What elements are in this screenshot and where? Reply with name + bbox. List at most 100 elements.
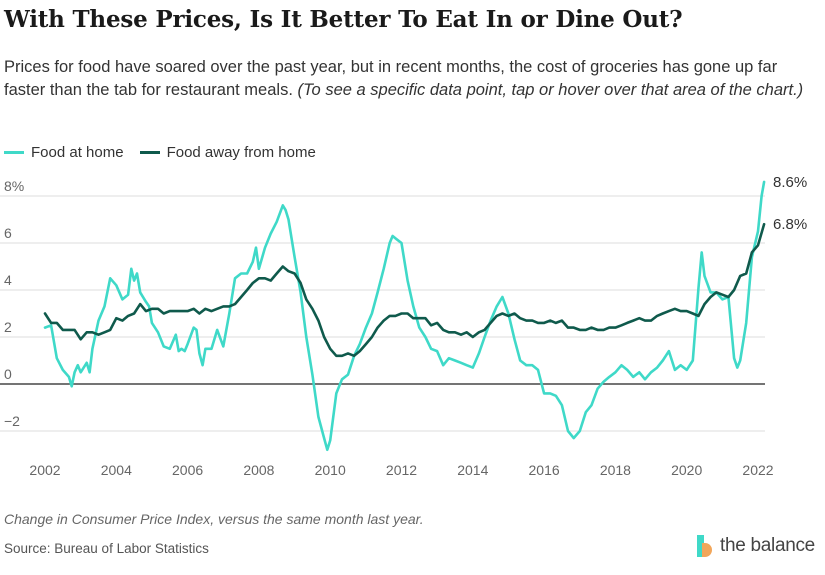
data-point-food-at-home[interactable] (84, 360, 89, 365)
data-point-food-at-home[interactable] (699, 250, 704, 255)
data-point-food-at-home[interactable] (268, 231, 273, 236)
data-point-food-at-home[interactable] (143, 299, 148, 304)
data-point-food-away[interactable] (482, 327, 487, 332)
data-point-food-at-home[interactable] (363, 325, 368, 330)
data-point-food-away[interactable] (744, 271, 749, 276)
data-point-food-away[interactable] (120, 318, 125, 323)
data-point-food-at-home[interactable] (310, 372, 315, 377)
data-point-food-at-home[interactable] (357, 342, 362, 347)
data-point-food-at-home[interactable] (173, 332, 178, 337)
data-point-food-away[interactable] (714, 290, 719, 295)
data-point-food-at-home[interactable] (637, 370, 642, 375)
data-point-food-away[interactable] (96, 332, 101, 337)
data-point-food-at-home[interactable] (702, 273, 707, 278)
data-point-food-away[interactable] (72, 327, 77, 332)
data-point-food-at-home[interactable] (221, 344, 226, 349)
data-point-food-away[interactable] (678, 309, 683, 314)
data-point-food-away[interactable] (524, 318, 529, 323)
data-point-food-at-home[interactable] (435, 349, 440, 354)
data-point-food-away[interactable] (346, 351, 351, 356)
data-point-food-away[interactable] (738, 273, 743, 278)
data-point-food-at-home[interactable] (102, 304, 107, 309)
data-point-food-away[interactable] (43, 311, 48, 316)
data-point-food-away[interactable] (215, 306, 220, 311)
data-point-food-at-home[interactable] (215, 327, 220, 332)
data-point-food-away[interactable] (756, 243, 761, 248)
data-point-food-away[interactable] (459, 332, 464, 337)
data-point-food-away[interactable] (227, 304, 232, 309)
data-point-food-away[interactable] (631, 318, 636, 323)
data-point-food-at-home[interactable] (655, 365, 660, 370)
data-point-food-away[interactable] (453, 330, 458, 335)
data-point-food-away[interactable] (405, 311, 410, 316)
data-point-food-at-home[interactable] (233, 276, 238, 281)
data-point-food-away[interactable] (209, 309, 214, 314)
data-point-food-away[interactable] (179, 309, 184, 314)
data-point-food-away[interactable] (553, 320, 558, 325)
data-point-food-away[interactable] (589, 325, 594, 330)
data-point-food-away[interactable] (126, 313, 131, 318)
data-point-food-at-home[interactable] (684, 367, 689, 372)
data-point-food-away[interactable] (197, 311, 202, 316)
data-point-food-at-home[interactable] (245, 271, 250, 276)
data-point-food-away[interactable] (173, 309, 178, 314)
data-point-food-at-home[interactable] (735, 365, 740, 370)
data-point-food-away[interactable] (411, 316, 416, 321)
data-point-food-at-home[interactable] (643, 377, 648, 382)
data-point-food-at-home[interactable] (167, 346, 172, 351)
series-line-food-at-home[interactable] (43, 180, 766, 452)
data-point-food-at-home[interactable] (298, 290, 303, 295)
data-point-food-at-home[interactable] (607, 374, 612, 379)
data-point-food-away[interactable] (601, 327, 606, 332)
data-point-food-at-home[interactable] (120, 297, 125, 302)
data-point-food-away[interactable] (352, 353, 357, 358)
data-point-food-away[interactable] (542, 320, 547, 325)
data-point-food-away[interactable] (191, 306, 196, 311)
data-point-food-away[interactable] (256, 276, 261, 281)
data-point-food-away[interactable] (429, 323, 434, 328)
data-point-food-at-home[interactable] (43, 325, 48, 330)
data-point-food-away[interactable] (536, 320, 541, 325)
data-point-food-at-home[interactable] (132, 278, 137, 283)
data-point-food-away[interactable] (494, 313, 499, 318)
data-point-food-at-home[interactable] (417, 325, 422, 330)
data-point-food-at-home[interactable] (759, 194, 764, 199)
line-chart[interactable]: −2 0 2 4 6 8% 2002 2004 2006 2008 2010 2012 2014 201… (0, 170, 825, 490)
data-point-food-at-home[interactable] (138, 290, 143, 295)
data-point-food-at-home[interactable] (690, 358, 695, 363)
data-point-food-away[interactable] (559, 318, 564, 323)
data-point-food-away[interactable] (49, 320, 54, 325)
data-point-food-away[interactable] (233, 302, 238, 307)
data-point-food-away[interactable] (500, 311, 505, 316)
data-point-food-away[interactable] (726, 295, 731, 300)
data-point-food-away[interactable] (607, 325, 612, 330)
series-line-food-away[interactable] (43, 222, 766, 358)
data-point-food-at-home[interactable] (87, 370, 92, 375)
data-point-food-away[interactable] (470, 335, 475, 340)
data-point-food-at-home[interactable] (156, 330, 161, 335)
data-point-food-at-home[interactable] (286, 217, 291, 222)
data-point-food-away[interactable] (417, 316, 422, 321)
data-point-food-at-home[interactable] (283, 208, 288, 213)
data-point-food-at-home[interactable] (530, 363, 535, 368)
data-point-food-away[interactable] (268, 278, 273, 283)
data-point-food-at-home[interactable] (518, 358, 523, 363)
data-point-food-away[interactable] (102, 330, 107, 335)
data-point-food-away[interactable] (387, 313, 392, 318)
data-point-food-away[interactable] (666, 309, 671, 314)
data-point-food-at-home[interactable] (708, 290, 713, 295)
data-point-food-away[interactable] (369, 335, 374, 340)
data-point-food-away[interactable] (577, 327, 582, 332)
data-point-food-away[interactable] (274, 271, 279, 276)
data-point-food-away[interactable] (762, 222, 767, 227)
data-point-food-at-home[interactable] (566, 429, 571, 434)
data-point-food-away[interactable] (304, 297, 309, 302)
data-point-food-away[interactable] (167, 309, 172, 314)
data-point-food-away[interactable] (310, 306, 315, 311)
data-point-food-at-home[interactable] (129, 266, 134, 271)
data-point-food-away[interactable] (84, 330, 89, 335)
data-point-food-at-home[interactable] (203, 346, 208, 351)
data-point-food-away[interactable] (334, 353, 339, 358)
data-point-food-away[interactable] (708, 295, 713, 300)
data-point-food-at-home[interactable] (280, 203, 285, 208)
